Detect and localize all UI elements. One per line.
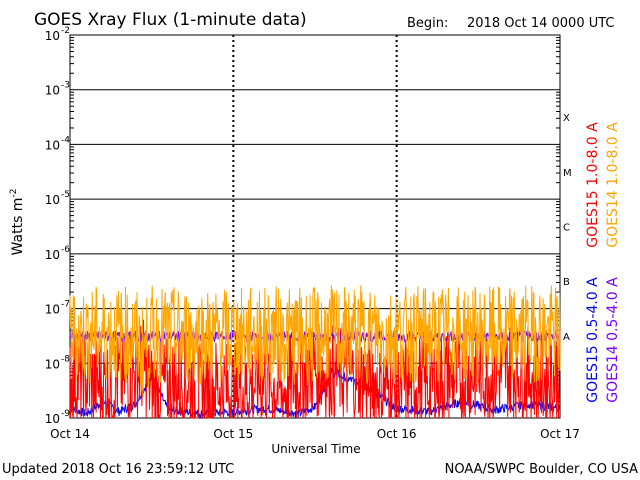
y-tick-label: 10 (45, 193, 60, 207)
legend-entry: GOES15 1.0-8.0 A (585, 122, 601, 248)
x-axis-label: Universal Time (271, 442, 360, 456)
x-tick-label: Oct 15 (213, 427, 253, 441)
begin-label: Begin: (407, 16, 448, 31)
legend-label: GOES15 0.5-4.0 A (585, 277, 601, 403)
y-tick-label: 10 (45, 29, 60, 43)
legend-label: GOES15 1.0-8.0 A (585, 122, 601, 248)
y-axis-label: Watts m-2 (9, 189, 26, 256)
x-tick-label: Oct 17 (540, 427, 580, 441)
y-tick-exponent: -9 (61, 409, 70, 419)
legend-entry: GOES14 0.5-4.0 A (605, 277, 621, 403)
y-axis-label-superscript: -2 (9, 189, 19, 198)
y-tick-exponent: -4 (61, 135, 70, 145)
y-tick-exponent: -5 (61, 190, 70, 200)
legend-label: GOES14 1.0-8.0 A (605, 122, 621, 248)
y-tick-label: 10 (45, 248, 60, 262)
y-tick-exponent: -8 (61, 354, 70, 364)
chart-title: GOES Xray Flux (1-minute data) (34, 10, 307, 30)
y-tick-label: 10 (45, 357, 60, 371)
begin-value: 2018 Oct 14 0000 UTC (467, 16, 615, 31)
y-tick-label: 10 (45, 84, 60, 98)
y-tick-exponent: -6 (61, 245, 70, 255)
y-tick-label: 10 (45, 412, 60, 426)
y-axis-label-base: Watts m (10, 198, 26, 256)
legend-label: GOES14 0.5-4.0 A (605, 277, 621, 403)
flare-class-label: A (563, 332, 570, 343)
flare-class-label: C (563, 223, 570, 234)
x-tick-label: Oct 14 (50, 427, 90, 441)
credit-text: NOAA/SWPC Boulder, CO USA (445, 462, 638, 477)
y-axis-label-text: Watts m-2 (9, 189, 26, 256)
flare-class-label: X (563, 113, 570, 124)
y-tick-exponent: -7 (61, 300, 70, 310)
series-line (69, 285, 561, 398)
flare-class-label: B (563, 277, 570, 288)
y-tick-exponent: -2 (61, 26, 70, 36)
y-tick-label: 10 (45, 303, 60, 317)
y-tick-label: 10 (45, 138, 60, 152)
flare-class-label: M (563, 168, 572, 179)
updated-text: Updated 2018 Oct 16 23:59:12 UTC (2, 462, 234, 477)
legend: GOES15 1.0-8.0 A GOES14 1.0-8.0 A GOES15 0… (585, 122, 621, 403)
legend-entry: GOES14 1.0-8.0 A (605, 122, 621, 248)
plot-area (69, 34, 561, 420)
x-tick-label: Oct 16 (377, 427, 417, 441)
legend-entry: GOES15 0.5-4.0 A (585, 277, 601, 403)
y-tick-exponent: -3 (61, 81, 70, 91)
plot-frame (69, 34, 561, 419)
